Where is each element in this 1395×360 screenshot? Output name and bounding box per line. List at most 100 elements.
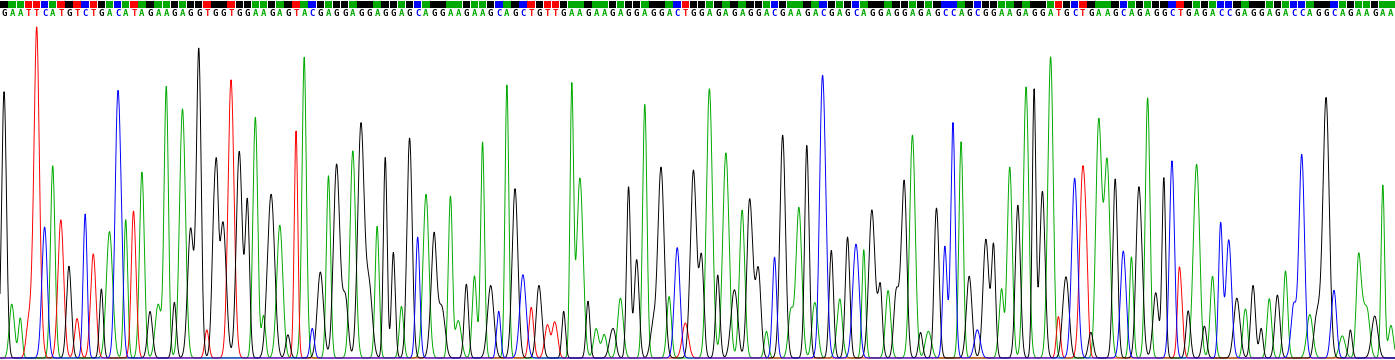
Bar — [1103, 0, 1110, 8]
Text: T: T — [204, 9, 209, 18]
Text: A: A — [578, 9, 583, 18]
Text: A: A — [301, 9, 307, 18]
Bar — [32, 0, 40, 8]
Text: A: A — [1194, 9, 1198, 18]
Text: G: G — [935, 9, 939, 18]
Bar — [536, 0, 543, 8]
Text: G: G — [1250, 9, 1256, 18]
Bar — [812, 0, 819, 8]
Text: A: A — [926, 9, 932, 18]
Text: G: G — [967, 9, 972, 18]
Bar — [1031, 0, 1038, 8]
Bar — [259, 0, 268, 8]
Text: G: G — [237, 9, 241, 18]
Bar — [195, 0, 202, 8]
Text: A: A — [261, 9, 266, 18]
Bar — [130, 0, 138, 8]
Text: C: C — [950, 9, 956, 18]
Text: A: A — [723, 9, 728, 18]
Text: C: C — [114, 9, 120, 18]
Text: C: C — [1071, 9, 1077, 18]
Bar — [819, 0, 827, 8]
Bar — [600, 0, 608, 8]
Text: G: G — [699, 9, 704, 18]
Bar — [1265, 0, 1274, 8]
Bar — [423, 0, 430, 8]
Bar — [1274, 0, 1281, 8]
Text: A: A — [1209, 9, 1215, 18]
Text: T: T — [552, 9, 558, 18]
Text: A: A — [107, 9, 112, 18]
Text: C: C — [1218, 9, 1223, 18]
Text: G: G — [650, 9, 656, 18]
Text: C: C — [1331, 9, 1336, 18]
Bar — [1014, 0, 1021, 8]
Bar — [1339, 0, 1346, 8]
Bar — [997, 0, 1006, 8]
Text: A: A — [456, 9, 460, 18]
Text: G: G — [172, 9, 177, 18]
Text: G: G — [220, 9, 226, 18]
Bar — [608, 0, 617, 8]
Text: G: G — [1315, 9, 1321, 18]
Text: A: A — [350, 9, 356, 18]
Bar — [1087, 0, 1095, 8]
Bar — [755, 0, 762, 8]
Bar — [698, 0, 706, 8]
Bar — [1363, 0, 1370, 8]
Text: A: A — [1356, 9, 1362, 18]
Text: G: G — [610, 9, 615, 18]
Bar — [1346, 0, 1355, 8]
Bar — [211, 0, 219, 8]
Text: G: G — [367, 9, 371, 18]
Bar — [876, 0, 884, 8]
Bar — [544, 0, 551, 8]
Bar — [1208, 0, 1216, 8]
Bar — [81, 0, 89, 8]
Text: G: G — [463, 9, 469, 18]
Text: C: C — [771, 9, 777, 18]
Bar — [642, 0, 649, 8]
Text: A: A — [569, 9, 575, 18]
Text: C: C — [310, 9, 315, 18]
Bar — [771, 0, 778, 8]
Bar — [227, 0, 234, 8]
Bar — [155, 0, 162, 8]
Bar — [1371, 0, 1378, 8]
Text: A: A — [1243, 9, 1247, 18]
Text: A: A — [1380, 9, 1385, 18]
Bar — [170, 0, 179, 8]
Bar — [293, 0, 300, 8]
Text: A: A — [1007, 9, 1013, 18]
Text: A: A — [10, 9, 15, 18]
Bar — [1242, 0, 1249, 8]
Bar — [593, 0, 600, 8]
Bar — [657, 0, 665, 8]
Text: G: G — [829, 9, 834, 18]
Text: G: G — [1161, 9, 1166, 18]
Text: A: A — [1048, 9, 1053, 18]
Text: G: G — [269, 9, 275, 18]
Bar — [40, 0, 49, 8]
Bar — [1038, 0, 1046, 8]
Text: G: G — [691, 9, 696, 18]
Bar — [682, 0, 689, 8]
Text: G: G — [658, 9, 664, 18]
Bar — [1168, 0, 1176, 8]
Text: A: A — [642, 9, 647, 18]
Bar — [204, 0, 211, 8]
Text: A: A — [1388, 9, 1394, 18]
Text: A: A — [837, 9, 843, 18]
Bar — [398, 0, 405, 8]
Text: C: C — [675, 9, 679, 18]
Text: A: A — [155, 9, 160, 18]
Bar — [495, 0, 502, 8]
Text: G: G — [1258, 9, 1264, 18]
Bar — [8, 0, 15, 8]
Bar — [576, 0, 583, 8]
Text: G: G — [407, 9, 413, 18]
Text: A: A — [667, 9, 672, 18]
Text: A: A — [1024, 9, 1028, 18]
Text: A: A — [1145, 9, 1151, 18]
Bar — [1176, 0, 1184, 8]
